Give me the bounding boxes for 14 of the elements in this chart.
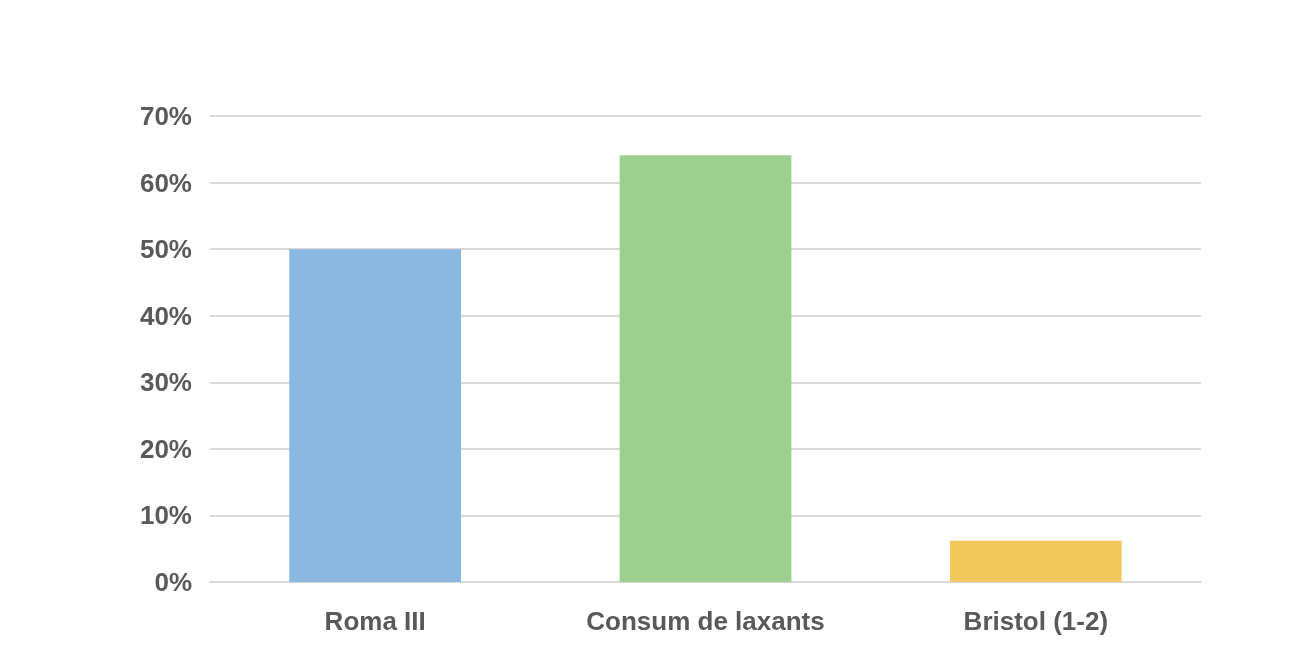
y-tick-label: 40% — [139, 300, 192, 331]
y-tick-label: 70% — [139, 101, 192, 131]
x-tick-label: Bristol (1-2) — [963, 606, 1109, 636]
y-tick-label: 20% — [139, 433, 192, 464]
bar — [949, 540, 1122, 582]
y-tick-label: 60% — [139, 167, 192, 198]
y-tick-label: 10% — [139, 500, 192, 531]
x-tick-label: Consum de laxants — [586, 606, 825, 636]
y-tick-label: 0% — [154, 567, 192, 597]
x-tick-label: Roma III — [324, 606, 426, 636]
y-tick-label: 50% — [139, 234, 192, 265]
bar — [619, 155, 792, 582]
y-tick-label: 30% — [139, 367, 192, 398]
bar — [289, 249, 462, 582]
